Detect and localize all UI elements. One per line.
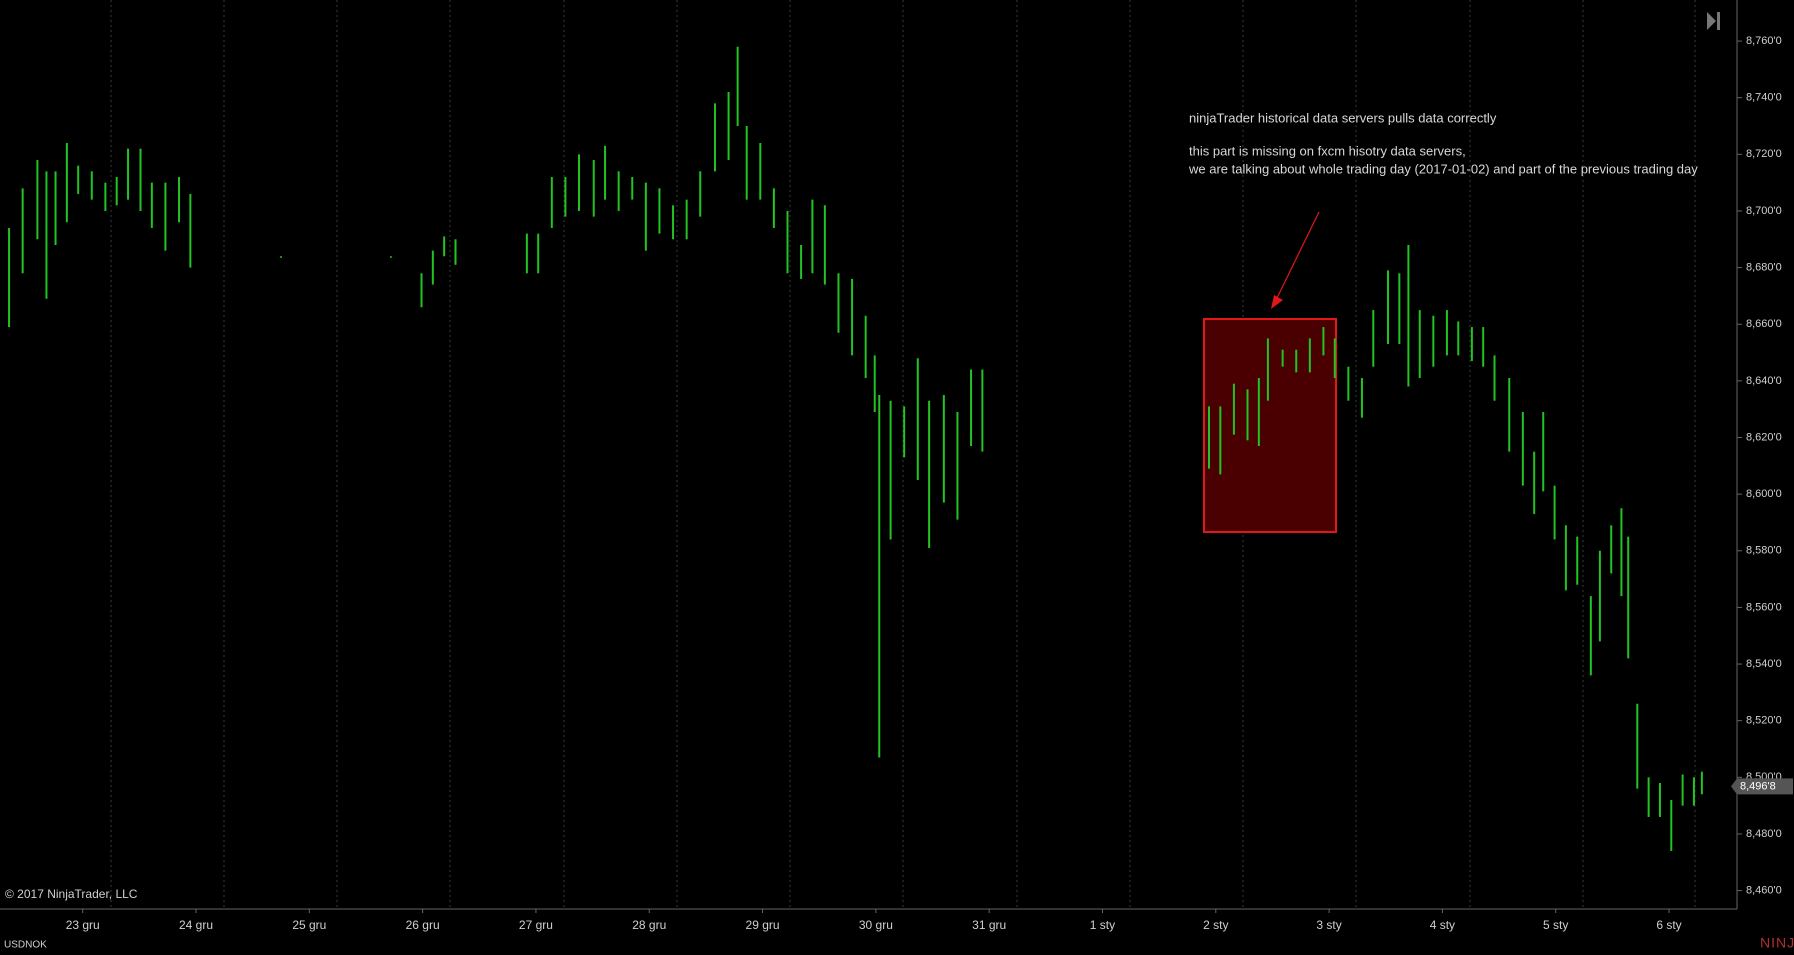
- y-tick-label: 8,600'0: [1746, 488, 1782, 500]
- y-tick-label: 8,700'0: [1746, 205, 1782, 217]
- last-price-label: 8,496'8: [1740, 780, 1776, 792]
- x-tick-label: 1 sty: [1090, 918, 1115, 932]
- x-tick-label: 6 sty: [1656, 918, 1681, 932]
- arrow-head: [1271, 295, 1283, 309]
- y-tick-label: 8,660'0: [1746, 318, 1782, 330]
- x-tick-label: 26 gru: [406, 918, 440, 932]
- y-tick-label: 8,560'0: [1746, 601, 1782, 613]
- y-tick-label: 8,620'0: [1746, 431, 1782, 443]
- x-tick-label: 3 sty: [1316, 918, 1341, 932]
- brand: NINJATRADER: [1760, 935, 1794, 951]
- x-tick-label: 4 sty: [1430, 918, 1455, 932]
- x-tick-label: 24 gru: [179, 918, 213, 932]
- last-price-marker: [1731, 778, 1793, 795]
- instrument: USDNOK: [4, 940, 47, 951]
- y-tick-label: 8,720'0: [1746, 148, 1782, 160]
- scroll-end-button[interactable]: [1707, 12, 1720, 30]
- x-tick-label: 25 gru: [292, 918, 326, 932]
- x-tick-label: 28 gru: [632, 918, 666, 932]
- x-tick-label: 31 gru: [972, 918, 1006, 932]
- x-tick-label: 27 gru: [519, 918, 553, 932]
- annotation: we are talking about whole trading day (…: [1188, 161, 1698, 176]
- y-tick-label: 8,580'0: [1746, 545, 1782, 557]
- highlight-box: [1203, 318, 1337, 533]
- annotation: this part is missing on fxcm hisotry dat…: [1189, 143, 1466, 158]
- y-tick-label: 8,540'0: [1746, 658, 1782, 670]
- y-tick-label: 8,480'0: [1746, 828, 1782, 840]
- y-tick-label: 8,680'0: [1746, 262, 1782, 274]
- x-tick-label: 23 gru: [66, 918, 100, 932]
- y-tick-label: 8,460'0: [1746, 884, 1782, 896]
- annotation: ninjaTrader historical data servers pull…: [1189, 110, 1497, 125]
- arrow: [1276, 211, 1320, 299]
- x-tick-label: 30 gru: [859, 918, 893, 932]
- x-tick-label: 5 sty: [1543, 918, 1568, 932]
- x-tick-label: 2 sty: [1203, 918, 1228, 932]
- bars: [8, 46, 1703, 851]
- y-tick-label: 8,760'0: [1746, 35, 1782, 47]
- y-tick-label: 8,740'0: [1746, 92, 1782, 104]
- y-tick-label: 8,520'0: [1746, 715, 1782, 727]
- play-icon[interactable]: [1707, 12, 1716, 30]
- bar-icon[interactable]: [1717, 12, 1720, 30]
- copyright: © 2017 NinjaTrader, LLC: [5, 887, 138, 901]
- session-lines: [110, 0, 1696, 909]
- x-tick-label: 29 gru: [746, 918, 780, 932]
- y-tick-label: 8,640'0: [1746, 375, 1782, 387]
